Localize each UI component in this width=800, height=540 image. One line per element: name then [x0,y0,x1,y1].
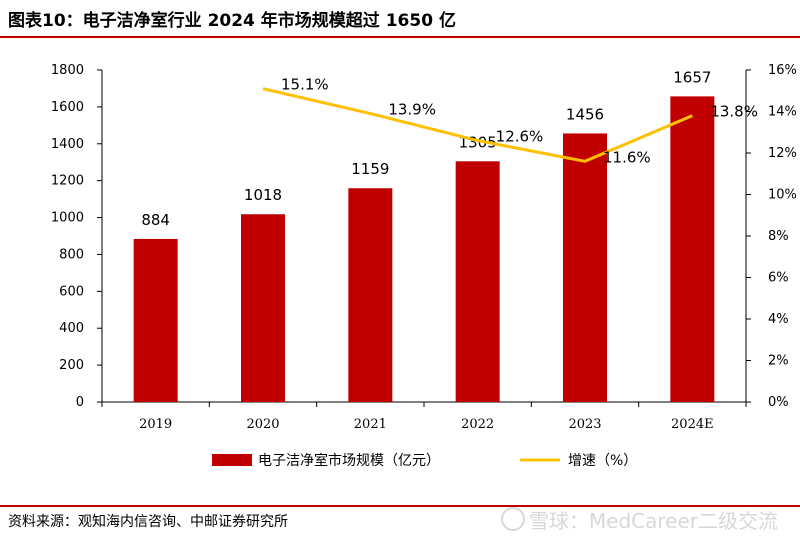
line-value-label: 12.6% [496,128,544,146]
x-tick-label: 2024E [671,417,714,432]
y-left-tick-label: 400 [59,321,84,336]
figure-header: 图表10：电子洁净室行业 2024 年市场规模超过 1650 亿 [0,0,800,36]
bar-line-chart: 0 200 400 600 800 1000 1200 1400 1600 1800 0% 2% 4% 6… [51,63,797,469]
x-tick-label: 2022 [461,417,494,432]
figure-title: 图表10：电子洁净室行业 2024 年市场规模超过 1650 亿 [8,11,456,31]
y-right-tick-label: 6% [768,271,789,286]
x-tick-label: 2023 [568,417,601,432]
line-value-label: 13.9% [388,101,436,119]
snowball-logo-icon [500,507,525,531]
legend-bar-label: 电子洁净室市场规模（亿元） [258,452,440,469]
y-right-tick-label: 14% [768,105,797,120]
top-rule [0,36,800,38]
y-right-tick-label: 8% [768,229,789,244]
x-tick-label: 2021 [354,417,387,432]
bar-value-label: 1018 [244,186,282,204]
bar [348,188,393,402]
y-left-tick-label: 1600 [51,100,84,115]
watermark: 雪球：MedCareer二级交流 [500,505,778,534]
y-right-tick-label: 12% [768,146,797,161]
legend-line-label: 增速（%） [568,453,637,469]
bar [455,161,500,402]
x-tick-label: 2019 [139,417,172,432]
bar-value-label: 1657 [673,68,711,86]
bottom-rule [0,505,800,507]
y-left-tick-label: 1800 [51,63,84,78]
y-left-tick-label: 1200 [51,174,84,189]
bar [563,133,607,402]
watermark-text: 雪球：MedCareer二级交流 [528,509,778,533]
growth-line [262,87,693,163]
y-right-tick-label: 16% [768,63,797,78]
y-left-tick-label: 1000 [51,211,84,226]
line-value-label: 11.6% [603,148,651,166]
bar-value-label: 884 [141,211,170,229]
bar [241,214,285,402]
legend-bar-swatch [212,454,252,466]
y-right-tick-label: 2% [768,354,789,369]
line-value-label: 13.8% [710,103,758,121]
line-value-label: 15.1% [281,76,329,94]
bar-value-label: 1456 [566,105,604,123]
y-right-tick-label: 4% [768,312,789,327]
bar [133,238,178,402]
bar [670,96,715,403]
y-left-tick-label: 200 [59,358,84,373]
y-right-tick-label: 10% [768,188,797,203]
y-right-tick-label: 0% [768,395,789,410]
bar-value-label: 1159 [351,160,389,178]
y-left-tick-label: 600 [59,284,84,299]
y-left-tick-label: 0 [76,395,84,410]
x-tick-label: 2020 [246,417,279,432]
source-note: 资料来源：观知海内信咨询、中邮证券研究所 [8,514,288,530]
y-left-tick-label: 800 [59,247,84,262]
y-left-tick-label: 1400 [51,137,84,152]
